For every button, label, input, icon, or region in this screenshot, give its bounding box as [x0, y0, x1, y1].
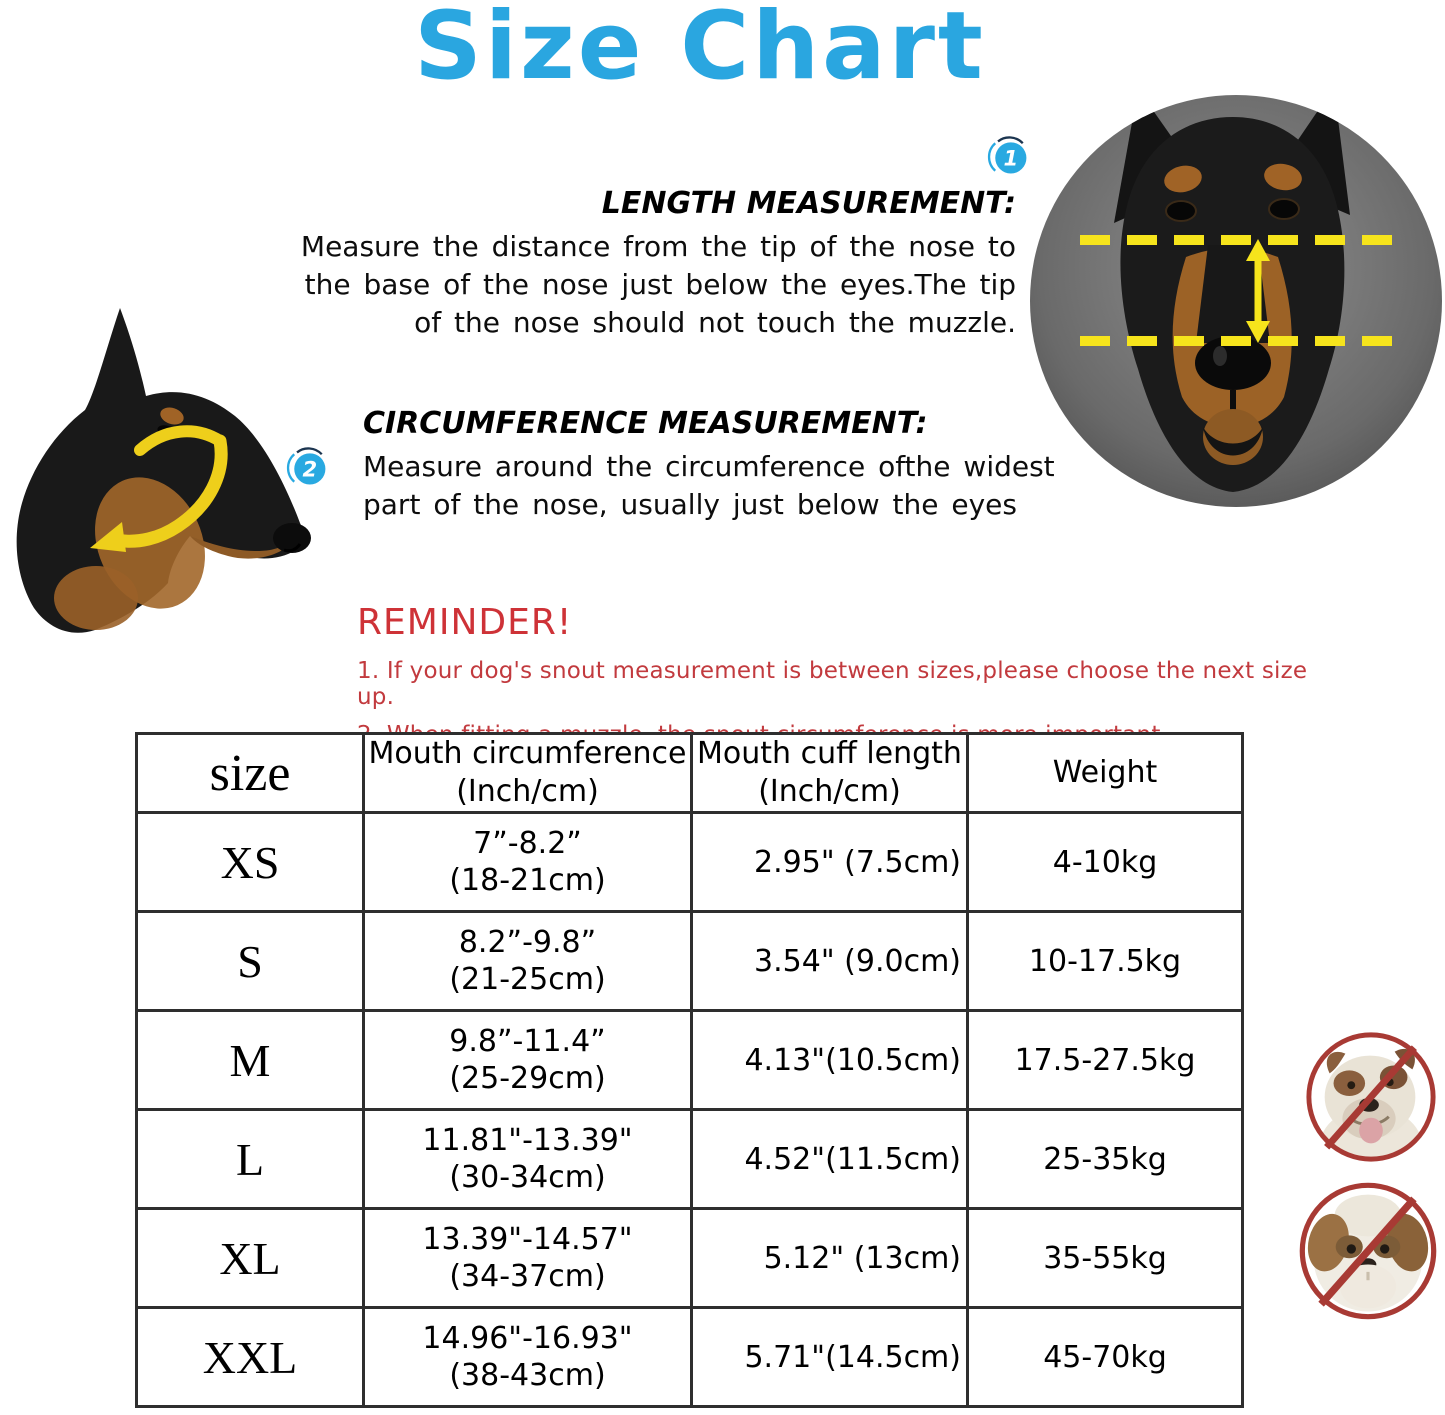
weight-cell: 10-17.5kg: [966, 910, 1244, 1012]
cuff-length-cell: 4.52"(11.5cm): [690, 1108, 969, 1210]
dog-side-silhouette: [16, 308, 311, 633]
cuff-length-cell: 3.54" (9.0cm): [690, 910, 969, 1012]
table-header-row: size Mouth circumference (Inch/cm) Mouth…: [135, 732, 1244, 814]
size-chart-table: size Mouth circumference (Inch/cm) Mouth…: [135, 732, 1244, 1408]
circumference-measurement-section: CIRCUMFERENCE MEASUREMENT: Measure aroun…: [363, 406, 1153, 524]
weight-cell: 35-55kg: [966, 1207, 1244, 1309]
step-2-badge: 2: [286, 447, 326, 485]
cuff-length-cell: 2.95" (7.5cm): [690, 811, 969, 913]
table-row: S 8.2”-9.8” (21-25cm) 3.54" (9.0cm) 10-1…: [135, 910, 1244, 1012]
weight-cell: 4-10kg: [966, 811, 1244, 913]
prohibited-shihtzu-icon: [1299, 1182, 1437, 1320]
circumference-cell: 11.81"-13.39" (30-34cm): [362, 1108, 693, 1210]
weight-cell: 25-35kg: [966, 1108, 1244, 1210]
dog-face-photo-content: [1030, 95, 1442, 507]
doberman-front-photo: [1030, 95, 1442, 507]
badge-number: 2: [302, 456, 317, 481]
reminder-item: 1. If your dog's snout measurement is be…: [357, 658, 1308, 710]
circumference-cell: 13.39"-14.57" (34-37cm): [362, 1207, 693, 1309]
length-text: Measure the distance from the tip of the…: [300, 230, 1016, 339]
table-row: XS 7”-8.2” (18-21cm) 2.95" (7.5cm) 4-10k…: [135, 811, 1244, 913]
size-cell: XXL: [135, 1306, 365, 1408]
circumference-heading: CIRCUMFERENCE MEASUREMENT:: [363, 406, 928, 441]
weight-cell: 17.5-27.5kg: [966, 1009, 1244, 1111]
table-row: XL 13.39"-14.57" (34-37cm) 5.12" (13cm) …: [135, 1207, 1244, 1309]
circumference-cell: 14.96"-16.93" (38-43cm): [362, 1306, 693, 1408]
table-row: M 9.8”-11.4” (25-29cm) 4.13"(10.5cm) 17.…: [135, 1009, 1244, 1111]
doberman-side-photo: [16, 308, 311, 633]
col-header-mouth-circumference: Mouth circumference (Inch/cm): [362, 732, 693, 814]
size-cell: XS: [135, 811, 365, 913]
col-header-weight: Weight: [966, 732, 1244, 814]
length-heading: LENGTH MEASUREMENT:: [601, 186, 1016, 221]
step-1-badge: 1: [987, 136, 1027, 174]
circumference-arrow-icon: [90, 425, 228, 552]
prohibited-bulldog-icon: [1306, 1032, 1436, 1162]
circumference-cell: 9.8”-11.4” (25-29cm): [362, 1009, 693, 1111]
size-cell: XL: [135, 1207, 365, 1309]
cuff-length-cell: 4.13"(10.5cm): [690, 1009, 969, 1111]
cuff-length-cell: 5.71"(14.5cm): [690, 1306, 969, 1408]
size-cell: M: [135, 1009, 365, 1111]
length-arrow-icon: [1246, 239, 1270, 343]
circumference-text: Measure around the circumference ofthe w…: [363, 450, 1055, 521]
col-header-size: size: [135, 732, 365, 814]
weight-cell: 45-70kg: [966, 1306, 1244, 1408]
cuff-length-cell: 5.12" (13cm): [690, 1207, 969, 1309]
size-cell: S: [135, 910, 365, 1012]
page-title: Size Chart: [414, 0, 986, 101]
size-cell: L: [135, 1108, 365, 1210]
badge-number: 1: [1003, 145, 1018, 170]
circumference-cell: 8.2”-9.8” (21-25cm): [362, 910, 693, 1012]
length-measurement-section: LENGTH MEASUREMENT: Measure the distance…: [206, 186, 1016, 342]
table-row: XXL 14.96"-16.93" (38-43cm) 5.71"(14.5cm…: [135, 1306, 1244, 1408]
table-row: L 11.81"-13.39" (30-34cm) 4.52"(11.5cm) …: [135, 1108, 1244, 1210]
reminder-heading: REMINDER!: [357, 602, 573, 643]
circumference-cell: 7”-8.2” (18-21cm): [362, 811, 693, 913]
col-header-mouth-cuff-length: Mouth cuff length (Inch/cm): [690, 732, 969, 814]
